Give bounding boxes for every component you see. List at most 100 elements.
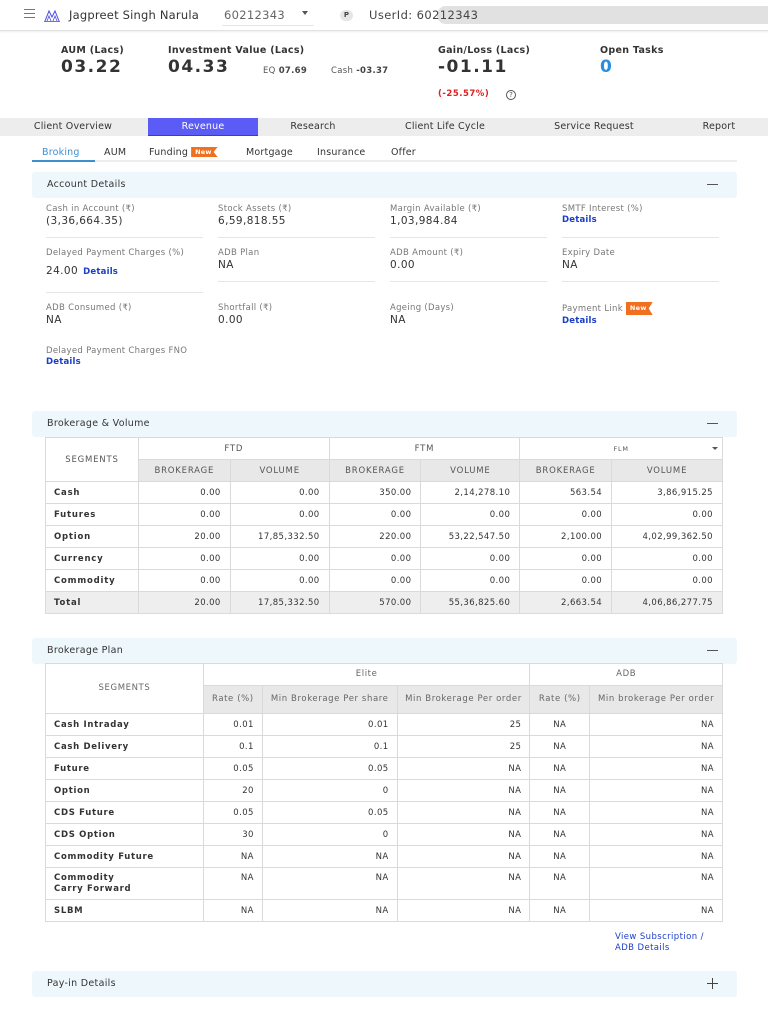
field-smtf-interest: SMTF Interest (%) Details <box>562 204 720 225</box>
user-id-label: UserId: <box>369 8 417 22</box>
segment-cell: SLBM <box>45 899 204 922</box>
logo-icon <box>44 9 60 22</box>
section-title: Pay-in Details <box>47 978 116 989</box>
sub-tabs: Broking AUM Funding New Mortgage Insuranc… <box>32 143 737 162</box>
period-select[interactable]: FLM <box>519 437 723 460</box>
field-value: NA <box>46 314 62 326</box>
subtab-offer[interactable]: Offer <box>391 147 416 158</box>
eq-value: EQ 07.69 <box>263 66 307 76</box>
tab-revenue[interactable]: Revenue <box>148 118 258 136</box>
search-input[interactable] <box>437 6 768 24</box>
table-row: Future 0.05 0.05 NA NA NA <box>45 757 723 780</box>
tab-research[interactable]: Research <box>290 121 336 132</box>
field-value: 24.00 <box>46 265 79 277</box>
investment-label: Investment Value (Lacs) <box>168 45 305 56</box>
divider <box>218 281 375 282</box>
hamburger-menu-icon[interactable] <box>24 9 35 19</box>
chevron-down-icon[interactable] <box>302 11 308 15</box>
cell: NA <box>261 899 398 922</box>
col-header: Min brokerage Per order <box>589 685 723 714</box>
open-tasks-label: Open Tasks <box>600 45 664 56</box>
table-row: Cash Intraday 0.01 0.01 25 NA NA <box>45 713 723 736</box>
help-icon[interactable]: ? <box>506 90 516 100</box>
delayed-charges-details-link[interactable]: Details <box>83 267 119 277</box>
segment-cell: Currency <box>45 547 139 570</box>
cell: NA <box>261 845 398 868</box>
col-header: Min Brokerage Per order <box>396 685 531 714</box>
payin-details-header[interactable]: Pay-in Details <box>32 971 737 997</box>
tab-client-overview[interactable]: Client Overview <box>33 121 113 132</box>
subtab-mortgage[interactable]: Mortgage <box>246 147 293 158</box>
divider <box>562 281 719 282</box>
segment-cell: Future <box>45 757 204 780</box>
open-tasks-value[interactable]: 0 <box>600 57 614 77</box>
cell: NA <box>589 757 723 780</box>
field-value: 0.00 <box>390 259 415 271</box>
col-header: VOLUME <box>420 459 521 482</box>
tab-report[interactable]: Report <box>702 121 736 132</box>
client-code-underline <box>222 25 314 26</box>
field-stock-assets: Stock Assets (₹) 6,59,818.55 <box>218 204 376 228</box>
payment-link-details-link[interactable]: Details <box>562 316 597 326</box>
subtab-broking[interactable]: Broking <box>42 147 80 158</box>
aum-label: AUM (Lacs) <box>61 45 124 56</box>
cell: NA <box>529 867 591 900</box>
table-row: Commodity 0.00 0.00 0.00 0.00 0.00 0.00 <box>45 569 723 592</box>
field-label: Delayed Payment Charges FNO <box>46 346 188 356</box>
field-ageing: Ageing (Days) NA <box>390 303 548 327</box>
divider <box>46 237 203 238</box>
kpi-open-tasks: Open Tasks 0 <box>600 45 664 77</box>
divider <box>218 237 375 238</box>
user-id-value: 60212343 <box>416 8 479 22</box>
cell: 0.00 <box>229 503 330 526</box>
segment-cell: Total <box>45 591 139 614</box>
segment-cell: Cash Delivery <box>45 735 204 758</box>
cell: 20 <box>202 779 263 802</box>
cell: NA <box>202 899 263 922</box>
cell: NA <box>589 779 723 802</box>
col-header: Rate (%) <box>202 685 263 714</box>
cell: NA <box>529 713 591 736</box>
client-code-select[interactable]: 60212343 <box>224 8 285 22</box>
subtab-insurance[interactable]: Insurance <box>317 147 366 158</box>
collapse-icon[interactable] <box>707 178 719 190</box>
subtab-aum[interactable]: AUM <box>104 147 127 158</box>
collapse-icon[interactable] <box>707 417 719 429</box>
field-delayed-payment-charges-fno: Delayed Payment Charges FNO Details <box>46 346 191 367</box>
cell: 0.1 <box>261 735 398 758</box>
subtab-funding[interactable]: Funding New <box>149 147 218 158</box>
view-subscription-link[interactable]: View Subscription / ADB Details <box>615 932 704 953</box>
cell: 0.01 <box>261 713 398 736</box>
total-row: Total 20.00 17,85,332.50 570.00 55,36,82… <box>45 591 723 614</box>
group-header-elite: Elite <box>202 663 531 686</box>
field-value: 0.00 <box>218 314 243 326</box>
fno-details-link[interactable]: Details <box>46 357 81 367</box>
cell: 0 <box>261 823 398 846</box>
cell: NA <box>589 899 723 922</box>
field-label: Delayed Payment Charges (%) <box>46 248 185 258</box>
account-details-header[interactable]: Account Details <box>32 172 737 198</box>
col-header: BROKERAGE <box>328 459 422 482</box>
cell: 2,14,278.10 <box>420 481 521 504</box>
field-value: NA <box>390 314 406 326</box>
cell: NA <box>529 845 591 868</box>
cell: NA <box>529 801 591 824</box>
group-header-ftd: FTD <box>137 437 330 460</box>
field-value: NA <box>562 259 578 271</box>
cell: NA <box>396 823 531 846</box>
chevron-down-icon[interactable] <box>712 447 718 450</box>
cell: 25 <box>396 713 531 736</box>
cell: NA <box>529 779 591 802</box>
expand-icon[interactable] <box>707 977 719 989</box>
col-header: Min Brokerage Per share <box>261 685 398 714</box>
brokerage-volume-header[interactable]: Brokerage & Volume <box>32 411 737 437</box>
tab-client-life-cycle[interactable]: Client Life Cycle <box>404 121 486 132</box>
smtf-details-link[interactable]: Details <box>562 215 597 225</box>
table-row: Option 20 0 NA NA NA <box>45 779 723 802</box>
col-header: VOLUME <box>229 459 330 482</box>
collapse-icon[interactable] <box>707 644 719 656</box>
tab-service-request[interactable]: Service Request <box>554 121 634 132</box>
p-badge: P <box>340 10 353 21</box>
field-value: 1,03,984.84 <box>390 215 458 227</box>
brokerage-plan-header[interactable]: Brokerage Plan <box>32 638 737 664</box>
